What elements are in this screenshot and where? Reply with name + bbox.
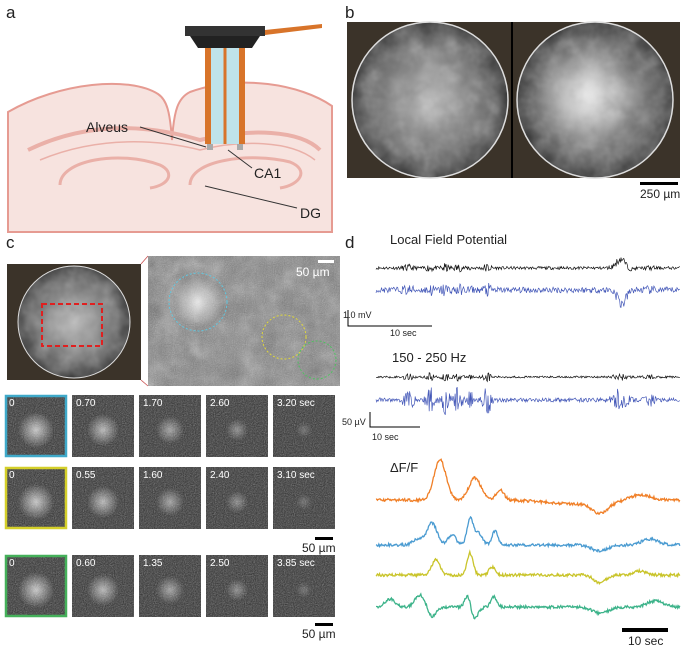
time-label: 3.10 sec: [277, 470, 315, 481]
thumb-signal: [226, 419, 248, 441]
time-label: 0.70: [76, 398, 96, 409]
thumb-signal: [296, 494, 312, 510]
time-label: 0.60: [76, 558, 96, 569]
thumb-signal: [87, 486, 119, 518]
thumbnail: 0: [4, 394, 68, 458]
scale-bar-label: 10 sec: [390, 328, 417, 338]
thumb-frame: [4, 466, 68, 530]
trace: [376, 592, 681, 620]
scale-bar-label: 250 µm: [640, 187, 680, 201]
thumbnail: 0.55: [72, 467, 134, 529]
thumb-signal: [226, 579, 248, 601]
region-label: CA1: [254, 165, 281, 181]
thumb-signal: [87, 574, 119, 606]
thumb-frame: [4, 394, 68, 458]
zoom-image: [148, 256, 340, 386]
scale-bar-label: 50 µm: [302, 627, 336, 641]
thumb-signal: [156, 488, 184, 516]
scale-bar-label: 1.0 mV: [343, 310, 372, 320]
trace-title: Local Field Potential: [390, 232, 507, 247]
time-label: 1.35: [143, 558, 163, 569]
thumbnail: 1.60: [139, 467, 201, 529]
thumbnail: 2.50: [206, 555, 268, 617]
traces: [375, 257, 681, 620]
thumb-signal: [18, 412, 54, 448]
trace-title: 150 - 250 Hz: [392, 350, 466, 365]
thumbnail-grid: 0 0.70 1.70 2.60 3.20 sec 0 0.55 1.60 2.40 3.10 s…: [4, 394, 336, 641]
trace: [375, 458, 681, 515]
time-label: 2.60: [210, 398, 230, 409]
thumbnail: 0.60: [72, 555, 134, 617]
thumbnail: 0.70: [72, 395, 134, 457]
scale-bar-label: 50 µV: [342, 417, 366, 427]
time-label: 1.70: [143, 398, 163, 409]
thumbnail: 2.40: [206, 467, 268, 529]
time-label: 2.50: [210, 558, 230, 569]
brain-diagram: [7, 24, 333, 233]
scale-bar: [315, 537, 333, 540]
thumb-signal: [226, 491, 248, 513]
thumb-signal: [87, 414, 119, 446]
trace: [375, 515, 681, 553]
time-label: 3.85 sec: [277, 558, 315, 569]
thumbnail: 0: [4, 466, 68, 530]
thumb-signal: [156, 576, 184, 604]
time-label: 0: [9, 398, 15, 409]
trace: [375, 282, 680, 308]
scale-bar-label: 10 sec: [372, 432, 399, 442]
thumb-frame: [4, 554, 68, 618]
panel-label: a: [6, 3, 16, 22]
thumb-signal: [18, 572, 54, 608]
thumbnail: 3.85 sec: [273, 555, 335, 617]
panel-label: d: [345, 233, 354, 252]
trace: [375, 372, 680, 383]
time-label: 0: [9, 470, 15, 481]
time-label: 0: [9, 558, 15, 569]
scale-bar-label: 10 sec: [628, 634, 663, 648]
thumb-signal: [296, 422, 312, 438]
trace-title: ΔF/F: [390, 460, 418, 475]
scale-bar-label: 50 µm: [296, 265, 330, 279]
region-label: DG: [300, 205, 321, 221]
thumbnail: 3.10 sec: [273, 467, 335, 529]
thumbnail: 3.20 sec: [273, 395, 335, 457]
thumbnail: 0: [4, 554, 68, 618]
thumb-signal: [156, 416, 184, 444]
scale-bar: [315, 623, 333, 626]
time-label: 3.20 sec: [277, 398, 315, 409]
time-label: 2.40: [210, 470, 230, 481]
region-label: Alveus: [86, 119, 128, 135]
trace: [375, 549, 681, 586]
thumb-signal: [296, 582, 312, 598]
thumbnail: 2.60: [206, 395, 268, 457]
panel-label: c: [6, 233, 15, 252]
thumbnail: 1.35: [139, 555, 201, 617]
time-label: 1.60: [143, 470, 163, 481]
panel-label: b: [345, 3, 354, 22]
trace: [375, 386, 681, 415]
scale-bar-label: 50 µm: [302, 541, 336, 555]
thumb-signal: [18, 484, 54, 520]
time-label: 0.55: [76, 470, 96, 481]
thumbnail: 1.70: [139, 395, 201, 457]
trace: [375, 257, 680, 273]
